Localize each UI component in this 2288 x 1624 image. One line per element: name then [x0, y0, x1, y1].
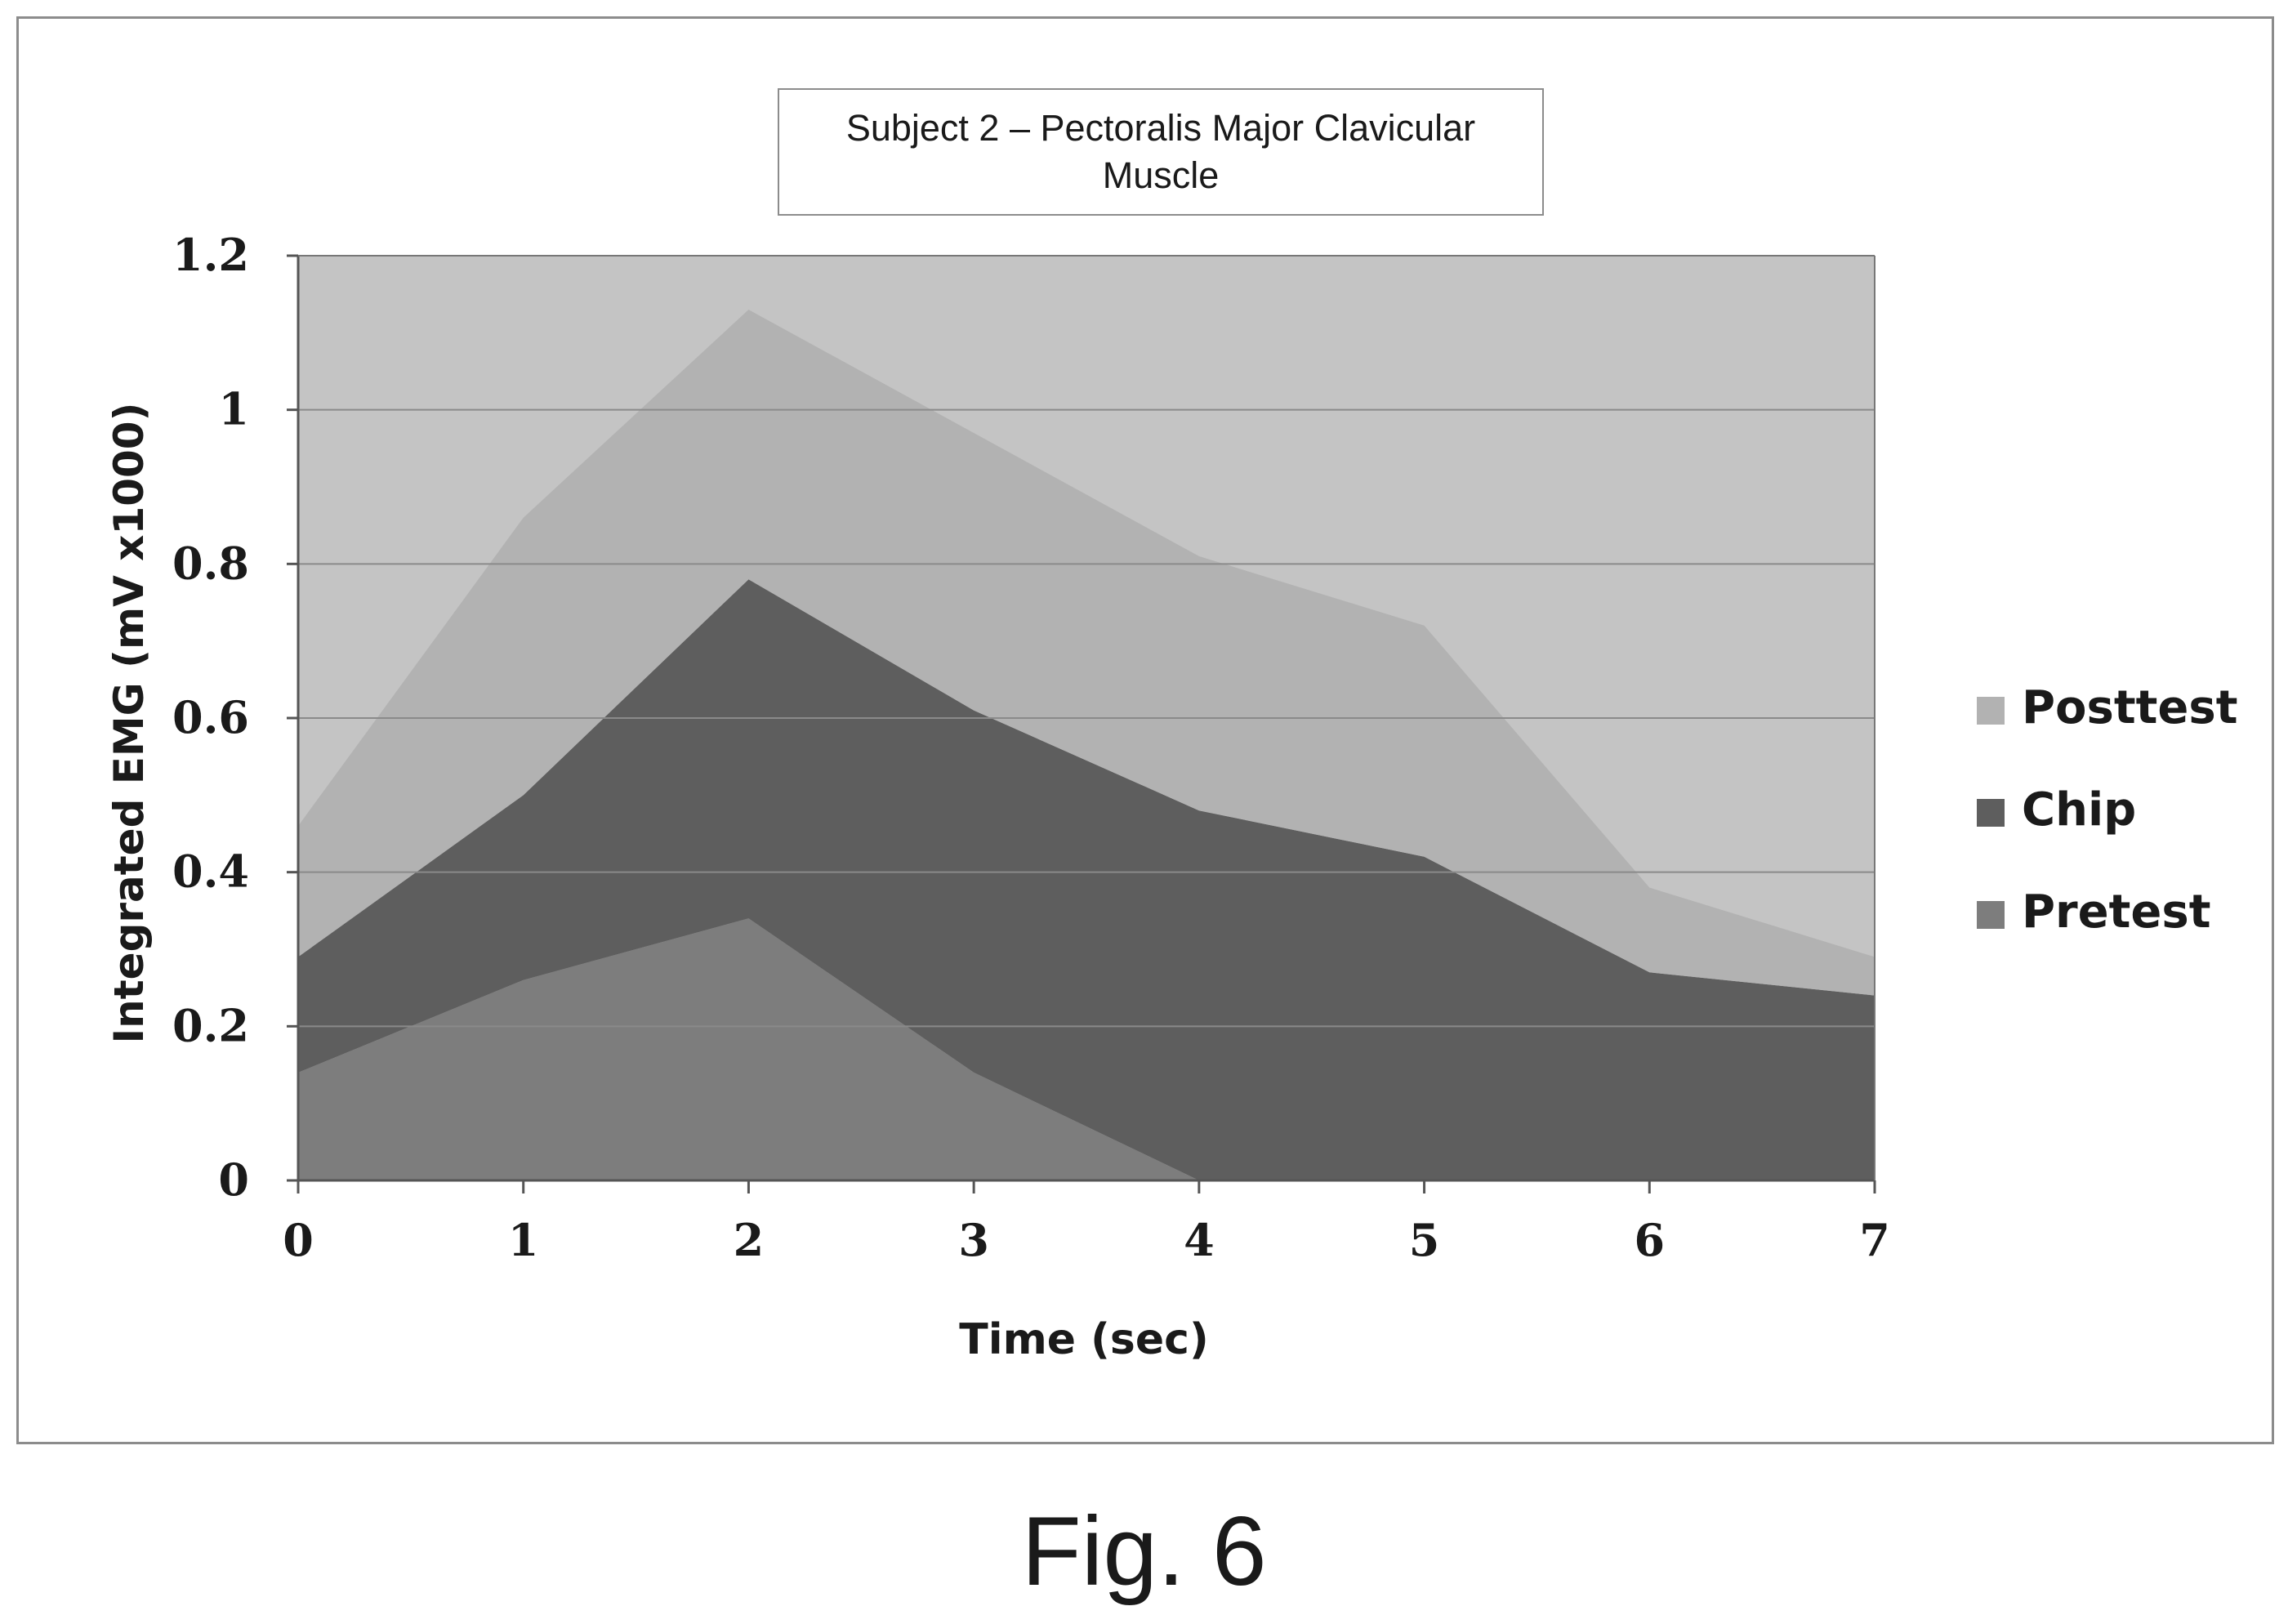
area-series-pretest: [298, 918, 1875, 1180]
chart-title: Subject 2 – Pectoralis Major Clavicular …: [778, 88, 1544, 216]
y-tick-label: 0.4: [172, 845, 249, 898]
y-axis-title: Integrated EMG (mV x1000): [105, 403, 153, 1044]
y-tick-label: 1: [218, 383, 249, 435]
y-tick-label: 1.2: [172, 229, 249, 281]
x-tick-label: 5: [1409, 1214, 1440, 1266]
x-tick-label: 3: [958, 1214, 989, 1266]
x-tick-label: 2: [734, 1214, 765, 1266]
figure-caption: Fig. 6: [1021, 1497, 1267, 1606]
x-axis-title: Time (sec): [959, 1315, 1208, 1364]
area-series-posttest: [298, 310, 1875, 996]
y-tick-label: 0.8: [172, 537, 249, 589]
x-tick-label: 4: [1184, 1214, 1215, 1266]
area-series-chip: [298, 579, 1875, 1180]
y-tick-label: 0.2: [172, 999, 249, 1051]
legend-swatch-posttest: [1977, 697, 2005, 725]
x-tick-label: 1: [508, 1214, 539, 1266]
legend-swatch-chip: [1977, 799, 2005, 827]
legend-label-posttest: Posttest: [2022, 681, 2237, 734]
y-tick-label: 0: [218, 1153, 249, 1206]
legend-label-pretest: Pretest: [2022, 886, 2211, 939]
legend-label-chip: Chip: [2022, 783, 2136, 837]
legend-swatch-pretest: [1977, 901, 2005, 929]
x-tick-label: 6: [1634, 1214, 1665, 1266]
x-tick-label: 0: [283, 1214, 314, 1266]
x-tick-label: 7: [1859, 1214, 1890, 1266]
y-tick-label: 0.6: [172, 691, 249, 743]
